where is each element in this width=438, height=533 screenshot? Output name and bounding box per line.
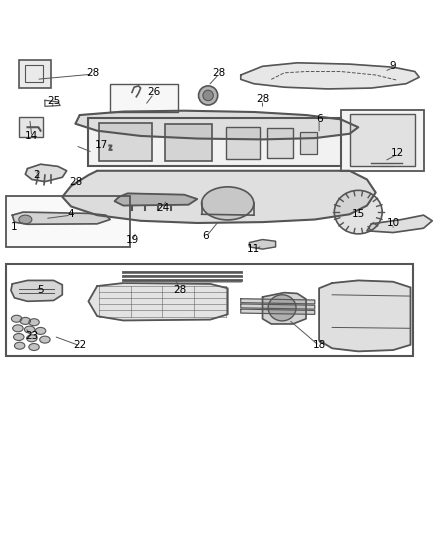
Text: 1: 1 — [11, 222, 18, 232]
Ellipse shape — [14, 334, 24, 341]
Ellipse shape — [27, 335, 37, 342]
Polygon shape — [25, 164, 67, 182]
Polygon shape — [241, 309, 315, 314]
Polygon shape — [62, 171, 376, 223]
Text: 18: 18 — [312, 340, 326, 350]
Polygon shape — [241, 63, 419, 89]
Text: 28: 28 — [86, 68, 99, 78]
Bar — [19, 117, 43, 137]
Text: 11: 11 — [247, 244, 261, 254]
Bar — [267, 128, 293, 158]
Ellipse shape — [29, 344, 39, 351]
Polygon shape — [319, 280, 410, 351]
Bar — [6, 264, 413, 356]
Ellipse shape — [11, 315, 22, 322]
Ellipse shape — [19, 215, 32, 224]
Ellipse shape — [35, 327, 46, 334]
Text: 23: 23 — [25, 331, 39, 341]
Ellipse shape — [201, 187, 254, 220]
Bar — [19, 60, 51, 88]
Text: 28: 28 — [256, 94, 269, 104]
Polygon shape — [75, 111, 358, 140]
Ellipse shape — [25, 326, 35, 333]
Text: 24: 24 — [156, 203, 169, 213]
Text: 17: 17 — [95, 140, 108, 150]
Ellipse shape — [20, 318, 31, 325]
Bar — [110, 84, 178, 112]
Text: 6: 6 — [203, 231, 209, 241]
Text: 14: 14 — [25, 131, 39, 141]
Bar — [226, 127, 260, 158]
Text: 9: 9 — [390, 61, 396, 71]
Bar — [6, 196, 130, 247]
Ellipse shape — [203, 90, 213, 101]
Ellipse shape — [29, 319, 39, 326]
Text: 26: 26 — [147, 87, 160, 98]
Polygon shape — [12, 212, 110, 224]
Text: 28: 28 — [69, 176, 82, 187]
Text: 22: 22 — [73, 340, 86, 350]
Polygon shape — [88, 283, 228, 320]
Polygon shape — [241, 298, 315, 304]
Bar — [165, 124, 212, 161]
Bar — [88, 118, 341, 166]
Bar — [19, 60, 51, 88]
Text: 28: 28 — [212, 68, 226, 78]
Ellipse shape — [334, 190, 382, 234]
Bar — [6, 196, 130, 247]
Bar — [99, 123, 152, 161]
Text: 28: 28 — [173, 286, 187, 295]
Bar — [110, 84, 178, 112]
Polygon shape — [241, 304, 315, 309]
Text: 10: 10 — [386, 218, 399, 228]
Bar — [300, 132, 317, 154]
Polygon shape — [11, 280, 62, 301]
Bar — [341, 110, 424, 171]
Bar — [350, 114, 415, 166]
Polygon shape — [115, 193, 197, 206]
Bar — [99, 123, 152, 161]
Text: 4: 4 — [68, 209, 74, 219]
Text: 6: 6 — [316, 114, 322, 124]
Ellipse shape — [13, 325, 23, 332]
Text: 25: 25 — [47, 96, 60, 106]
Ellipse shape — [198, 86, 218, 105]
Bar — [341, 110, 424, 171]
Text: 12: 12 — [391, 148, 404, 158]
Ellipse shape — [40, 336, 50, 343]
Bar — [267, 128, 293, 158]
Text: 19: 19 — [125, 236, 138, 245]
Text: 15: 15 — [352, 209, 365, 219]
Bar — [226, 127, 260, 158]
Bar — [350, 114, 415, 166]
Ellipse shape — [14, 342, 25, 349]
Text: 2: 2 — [33, 170, 39, 180]
Bar — [300, 132, 317, 154]
Bar — [165, 124, 212, 161]
Polygon shape — [367, 215, 432, 232]
Polygon shape — [250, 239, 276, 249]
Bar — [88, 118, 341, 166]
Polygon shape — [262, 293, 306, 324]
Bar — [25, 66, 43, 82]
Bar — [19, 117, 43, 137]
Text: 5: 5 — [37, 286, 44, 295]
Ellipse shape — [268, 295, 296, 321]
